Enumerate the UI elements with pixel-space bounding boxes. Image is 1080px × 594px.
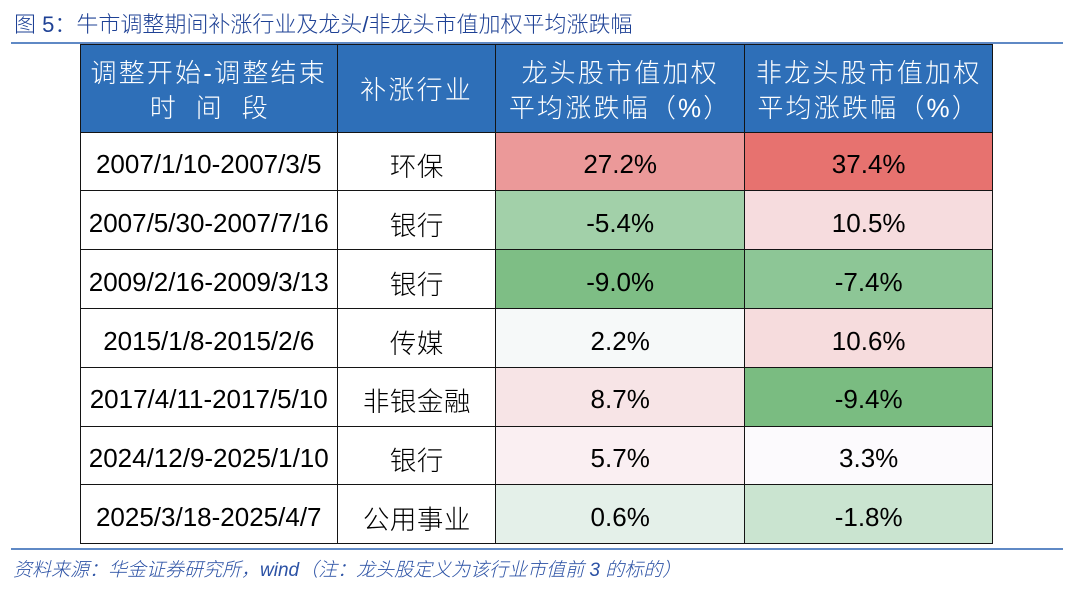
column-header-3: 非龙头股市值加权 平均涨跌幅（%） xyxy=(745,44,994,133)
table-cell: 27.2% xyxy=(496,132,746,192)
table-cell: 2025/3/18-2025/4/7 xyxy=(80,485,338,545)
period-row-1: 2007/5/30-2007/7/16 xyxy=(88,208,329,239)
nonleader-value-row-2: -7.4% xyxy=(834,266,903,297)
period-row-6: 2025/3/18-2025/4/7 xyxy=(95,502,322,533)
column-header-line1: 非龙头股市值加权 xyxy=(755,53,982,91)
leader-value-row-2: -9.0% xyxy=(586,266,655,297)
table-cell: 传媒 xyxy=(337,308,497,368)
leader-value-row-6: 0.6% xyxy=(590,502,650,533)
table-cell: 2007/1/10-2007/3/5 xyxy=(80,132,338,192)
period-row-3: 2015/1/8-2015/2/6 xyxy=(103,325,315,356)
table-cell: 银行 xyxy=(337,426,497,486)
column-header-line2: 时间段 xyxy=(149,87,288,125)
nonleader-value-row-4: -9.4% xyxy=(834,384,903,415)
table-cell: 2009/2/16-2009/3/13 xyxy=(80,250,338,309)
table-cell: 2017/4/11-2017/5/10 xyxy=(80,367,338,427)
table-cell: -5.4% xyxy=(496,191,746,251)
column-header-line1: 龙头股市值加权 xyxy=(521,53,719,91)
industry-row-0: 环保 xyxy=(389,145,444,185)
table-cell: 37.4% xyxy=(745,132,994,192)
leader-value-row-0: 27.2% xyxy=(583,149,658,180)
period-row-5: 2024/12/9-2025/1/10 xyxy=(88,443,329,474)
nonleader-value-row-5: 3.3% xyxy=(839,443,899,474)
table-cell: 银行 xyxy=(337,250,497,309)
leader-value-row-5: 5.7% xyxy=(590,443,650,474)
figure-label: 图 5： xyxy=(14,7,77,39)
period-row-4: 2017/4/11-2017/5/10 xyxy=(89,384,328,415)
table-cell: 8.7% xyxy=(496,367,746,427)
table-cell: 10.6% xyxy=(745,308,994,368)
industry-row-2: 银行 xyxy=(389,262,444,302)
industry-row-5: 银行 xyxy=(389,439,444,479)
table-cell: 环保 xyxy=(337,132,497,192)
nonleader-value-row-1: 10.5% xyxy=(831,208,906,239)
leader-value-row-4: 8.7% xyxy=(590,384,650,415)
industry-row-3: 传媒 xyxy=(389,321,444,361)
nonleader-value-row-0: 37.4% xyxy=(831,149,906,180)
column-header-1: 补涨行业 xyxy=(337,44,497,133)
column-header-line1: 补涨行业 xyxy=(360,70,473,108)
table-cell: 2007/5/30-2007/7/16 xyxy=(80,191,338,251)
leader-value-row-1: -5.4% xyxy=(586,208,655,239)
table-cell: -9.4% xyxy=(745,367,994,427)
column-header-line2: 平均涨跌幅（%） xyxy=(508,87,732,125)
data-table: 调整开始-调整结束 时间段 补涨行业 龙头股市值加权 平均涨跌幅（%） 非龙头股市值加权平… xyxy=(79,43,994,545)
table-cell: -7.4% xyxy=(745,250,994,309)
period-row-2: 2009/2/16-2009/3/13 xyxy=(88,266,329,297)
leader-value-row-3: 2.2% xyxy=(590,325,650,356)
figure-caption: 图 5：牛市调整期间补涨行业及龙头/非龙头市值加权平均涨跌幅 xyxy=(14,8,1074,38)
column-header-0: 调整开始-调整结束 时间段 xyxy=(80,44,338,133)
table-cell: 10.5% xyxy=(745,191,994,251)
nonleader-value-row-6: -1.8% xyxy=(834,502,903,533)
footer-rule xyxy=(11,547,1063,550)
industry-row-1: 银行 xyxy=(389,204,444,244)
column-header-2: 龙头股市值加权 平均涨跌幅（%） xyxy=(496,44,746,133)
table-cell: 2024/12/9-2025/1/10 xyxy=(80,426,338,486)
column-header-line2: 平均涨跌幅（%） xyxy=(757,87,981,125)
industry-row-4: 非银金融 xyxy=(362,380,471,420)
industry-row-6: 公用事业 xyxy=(362,498,471,538)
table-cell: -9.0% xyxy=(496,250,746,309)
table-cell: 公用事业 xyxy=(337,485,497,545)
table-cell: 银行 xyxy=(337,191,497,251)
period-row-0: 2007/1/10-2007/3/5 xyxy=(95,149,322,180)
table-cell: 3.3% xyxy=(745,426,994,486)
figure-title: 牛市调整期间补涨行业及龙头/非龙头市值加权平均涨跌幅 xyxy=(76,7,633,39)
table-cell: 0.6% xyxy=(496,485,746,545)
column-header-line1: 调整开始-调整结束 xyxy=(90,53,327,91)
table-cell: -1.8% xyxy=(745,485,994,545)
table-cell: 5.7% xyxy=(496,426,746,486)
nonleader-value-row-3: 10.6% xyxy=(831,325,906,356)
caption-rule xyxy=(11,41,1063,44)
source-note: 资料来源：华金证券研究所，wind（注：龙头股定义为该行业市值前 3 的标的） xyxy=(13,555,682,582)
table-cell: 2015/1/8-2015/2/6 xyxy=(80,308,338,368)
table-cell: 2.2% xyxy=(496,308,746,368)
table-cell: 非银金融 xyxy=(337,367,497,427)
